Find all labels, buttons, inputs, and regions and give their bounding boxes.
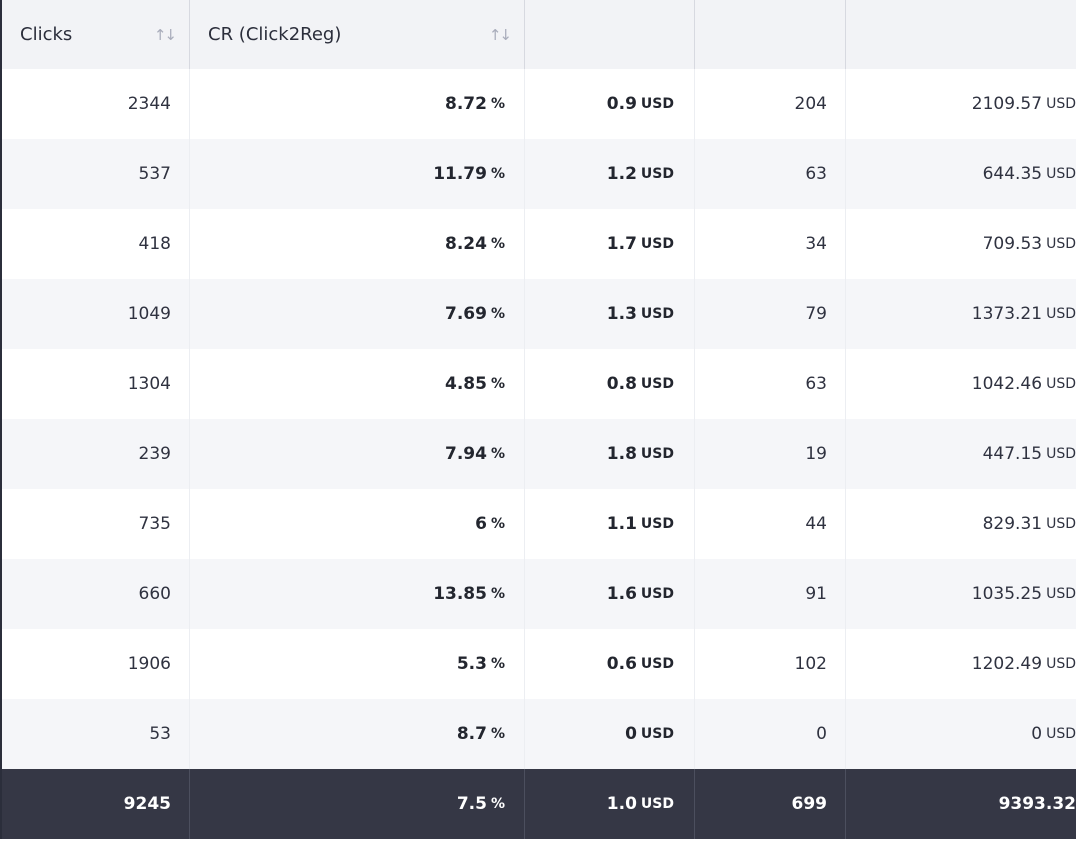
column-header-4 xyxy=(695,0,846,69)
table-row: 660 13.85% 1.6 USD 91 1035.25 USD xyxy=(0,559,1076,629)
cell-clicks: 660 xyxy=(0,559,190,629)
table-row: 2344 8.72% 0.9 USD 204 2109.57 USD xyxy=(0,69,1076,139)
column-header-3 xyxy=(525,0,695,69)
table-header: Clicks ↑↓ CR (Click2Reg) ↑↓ xyxy=(0,0,1076,69)
cell-cr: 7.69% xyxy=(190,279,525,349)
cell-revenue: 1042.46 USD xyxy=(971,374,1076,394)
sort-icon[interactable]: ↑↓ xyxy=(488,25,512,44)
cell-regs: 91 xyxy=(695,559,846,629)
cell-revenue: 1373.21 USD xyxy=(971,304,1076,324)
cell-clicks: 735 xyxy=(0,489,190,559)
cell-clicks: 1906 xyxy=(0,629,190,699)
column-header-cr[interactable]: CR (Click2Reg) ↑↓ xyxy=(190,0,525,69)
cell-revenue: 2109.57 USD xyxy=(971,94,1076,114)
total-cr: 7.5% xyxy=(190,769,525,839)
cell-cr: 5.3% xyxy=(190,629,525,699)
cell-cr: 8.24% xyxy=(190,209,525,279)
cell-epc: 1.2 USD xyxy=(525,139,695,209)
cell-regs: 63 xyxy=(695,139,846,209)
total-clicks: 9245 xyxy=(0,769,190,839)
cell-regs: 63 xyxy=(695,349,846,419)
table-row: 537 11.79% 1.2 USD 63 644.35 USD xyxy=(0,139,1076,209)
cell-clicks: 53 xyxy=(0,699,190,769)
cell-revenue: 0 USD xyxy=(1031,724,1076,744)
sort-icon[interactable]: ↑↓ xyxy=(153,25,177,44)
table-row: 1049 7.69% 1.3 USD 79 1373.21 USD xyxy=(0,279,1076,349)
cell-epc: 1.3 USD xyxy=(525,279,695,349)
cell-cr: 13.85% xyxy=(190,559,525,629)
cell-epc: 1.6 USD xyxy=(525,559,695,629)
cell-clicks: 1304 xyxy=(0,349,190,419)
cell-cr: 4.85% xyxy=(190,349,525,419)
table-row: 239 7.94% 1.8 USD 19 447.15 USD xyxy=(0,419,1076,489)
column-header-label: CR (Click2Reg) xyxy=(208,24,342,45)
cell-cr: 8.7% xyxy=(190,699,525,769)
cell-revenue: 1202.49 USD xyxy=(971,654,1076,674)
cell-epc: 1.8 USD xyxy=(525,419,695,489)
cell-revenue: 1035.25 USD xyxy=(971,584,1076,604)
cell-epc: 0.6 USD xyxy=(525,629,695,699)
table-row: 735 6% 1.1 USD 44 829.31 USD xyxy=(0,489,1076,559)
cell-epc: 0 USD xyxy=(525,699,695,769)
cell-clicks: 239 xyxy=(0,419,190,489)
cell-cr: 6% xyxy=(190,489,525,559)
cell-regs: 44 xyxy=(695,489,846,559)
cell-regs: 79 xyxy=(695,279,846,349)
cell-epc: 1.7 USD xyxy=(525,209,695,279)
cell-revenue: 447.15 USD xyxy=(982,444,1076,464)
cell-epc: 0.8 USD xyxy=(525,349,695,419)
cell-clicks: 537 xyxy=(0,139,190,209)
cell-epc: 1.1 USD xyxy=(525,489,695,559)
column-header-label: Clicks xyxy=(20,24,73,45)
cell-clicks: 418 xyxy=(0,209,190,279)
cell-regs: 204 xyxy=(695,69,846,139)
table-totals-row: 9245 7.5% 1.0 USD 699 9393.32 xyxy=(0,769,1076,839)
table-row: 1304 4.85% 0.8 USD 63 1042.46 USD xyxy=(0,349,1076,419)
column-header-5 xyxy=(846,0,1076,69)
cell-regs: 34 xyxy=(695,209,846,279)
total-revenue: 9393.32 xyxy=(998,794,1076,814)
cell-revenue: 644.35 USD xyxy=(982,164,1076,184)
cell-revenue: 829.31 USD xyxy=(982,514,1076,534)
total-epc: 1.0 USD xyxy=(525,769,695,839)
cell-regs: 0 xyxy=(695,699,846,769)
cell-regs: 102 xyxy=(695,629,846,699)
cell-clicks: 1049 xyxy=(0,279,190,349)
cell-regs: 19 xyxy=(695,419,846,489)
table-row: 418 8.24% 1.7 USD 34 709.53 USD xyxy=(0,209,1076,279)
table-row: 53 8.7% 0 USD 0 0 USD xyxy=(0,699,1076,769)
cell-cr: 8.72% xyxy=(190,69,525,139)
cell-epc: 0.9 USD xyxy=(525,69,695,139)
table-row: 1906 5.3% 0.6 USD 102 1202.49 USD xyxy=(0,629,1076,699)
total-regs: 699 xyxy=(695,769,846,839)
column-header-clicks[interactable]: Clicks ↑↓ xyxy=(0,0,190,69)
cell-cr: 7.94% xyxy=(190,419,525,489)
cell-cr: 11.79% xyxy=(190,139,525,209)
cell-revenue: 709.53 USD xyxy=(982,234,1076,254)
cell-clicks: 2344 xyxy=(0,69,190,139)
